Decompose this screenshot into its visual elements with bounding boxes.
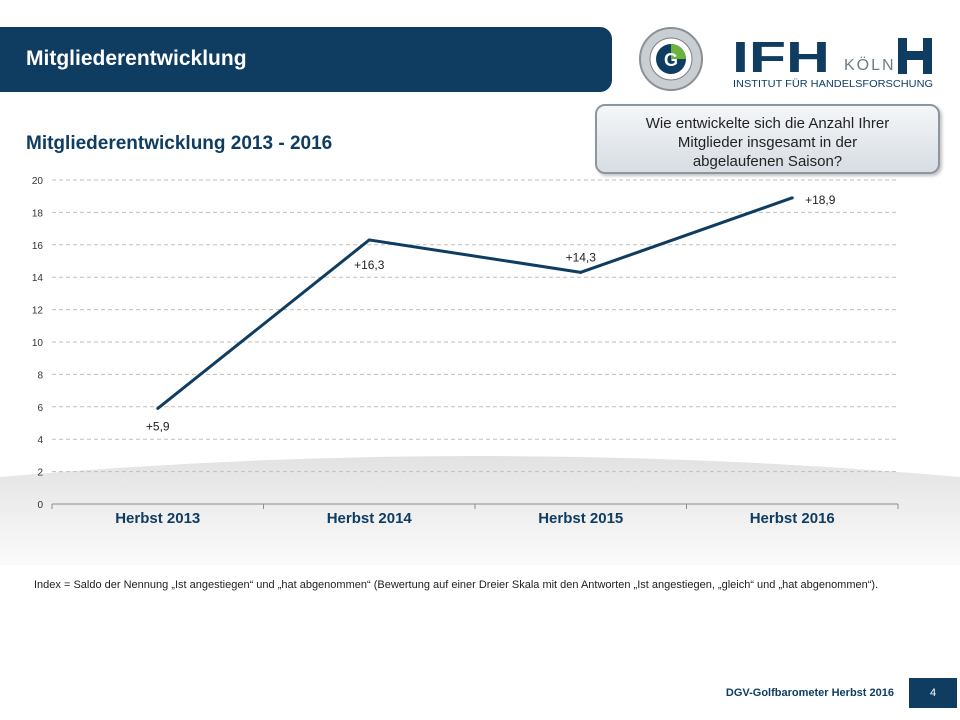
data-label: +14,3 xyxy=(566,250,597,264)
ifh-koeln-logo: IFH KÖLN INSTITUT FÜR HANDELSFORSCHUNG xyxy=(732,34,933,90)
y-tick-label: 10 xyxy=(32,338,44,349)
x-tick-label: Herbst 2013 xyxy=(115,510,200,527)
question-line: Mitglieder insgesamt in der xyxy=(677,134,858,151)
question-line: Wie entwickelte sich die Anzahl Ihrer xyxy=(645,115,890,132)
footnote: Index = Saldo der Nennung „Ist angestieg… xyxy=(34,579,879,591)
y-tick-label: 2 xyxy=(37,468,43,479)
y-tick-label: 8 xyxy=(37,370,43,381)
line-chart: 0 2 4 6 8 10 12 14 16 18 20 Herbst 2013 Herbst 2014 H… xyxy=(0,176,960,565)
svg-text:G: G xyxy=(664,50,678,70)
svg-text:INSTITUT FÜR HANDELSFORSCHUNG: INSTITUT FÜR HANDELSFORSCHUNG xyxy=(733,78,933,90)
data-label: +5,9 xyxy=(146,419,170,433)
svg-text:IFH: IFH xyxy=(732,34,830,82)
data-label: +18,9 xyxy=(805,193,836,207)
page-number: 4 xyxy=(909,678,957,708)
y-tick-label: 16 xyxy=(32,241,44,252)
header-bar xyxy=(0,27,612,92)
x-tick-label: Herbst 2016 xyxy=(750,510,835,527)
svg-text:KÖLN: KÖLN xyxy=(844,56,896,74)
page-title: Mitgliederentwicklung xyxy=(26,47,247,70)
x-tick-label: Herbst 2015 xyxy=(538,510,623,527)
data-point xyxy=(156,406,160,410)
data-point xyxy=(790,196,794,200)
y-tick-label: 20 xyxy=(32,176,44,187)
y-tick-label: 18 xyxy=(32,208,44,219)
y-tick-label: 0 xyxy=(37,500,43,511)
data-point xyxy=(579,270,583,274)
y-tick-label: 6 xyxy=(37,403,43,414)
question-box: Wie entwickelte sich die Anzahl Ihrer Mi… xyxy=(595,104,940,174)
question-line: abgelaufenen Saison? xyxy=(692,153,843,170)
data-label: +16,3 xyxy=(354,258,385,272)
footer-label: DGV-Golfbarometer Herbst 2016 xyxy=(725,687,894,699)
y-tick-label: 14 xyxy=(32,273,44,284)
data-point xyxy=(367,238,371,242)
series-line xyxy=(156,196,793,410)
x-tick-label: Herbst 2014 xyxy=(327,510,413,527)
chart-title: Mitgliederentwicklung 2013 - 2016 xyxy=(26,133,333,154)
y-tick-label: 12 xyxy=(32,306,44,317)
dgv-seal-logo: G xyxy=(639,27,703,91)
y-tick-label: 4 xyxy=(37,435,43,446)
